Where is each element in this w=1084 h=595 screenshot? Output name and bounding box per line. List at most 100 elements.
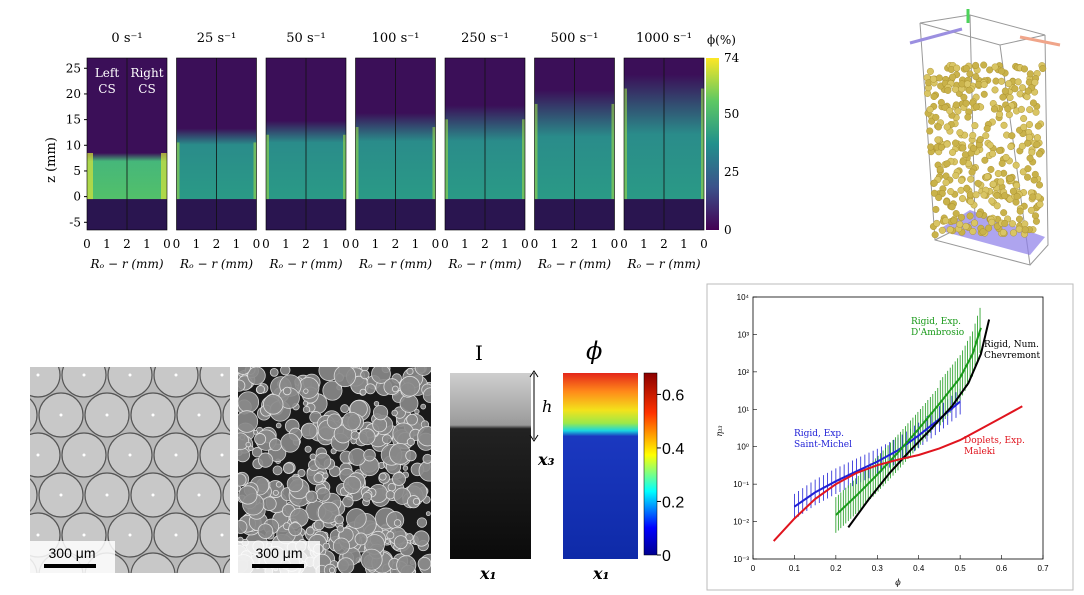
- sphere: [934, 136, 942, 144]
- particle-render: [909, 9, 1061, 266]
- sphere: [948, 203, 956, 211]
- sphere: [932, 113, 940, 121]
- sphere: [983, 125, 991, 133]
- droplet: [302, 405, 311, 414]
- droplet: [256, 385, 266, 394]
- r-tick-label: 2: [123, 237, 131, 251]
- x1-label-left: x₁: [479, 564, 497, 583]
- intensity-phi-panel: I ϕ h x₃ x₁ x₁ 0.6 0.4 0.2 0: [450, 337, 684, 583]
- droplet: [297, 468, 306, 478]
- r-tick-label: 2: [481, 237, 489, 251]
- rigid-particle: [176, 552, 222, 573]
- droplet: [360, 548, 383, 571]
- r-axis-label: Rₒ − r (mm): [268, 257, 342, 271]
- droplet: [405, 450, 417, 462]
- r-tick-label: 1: [551, 237, 559, 251]
- sphere: [931, 231, 939, 239]
- sphere: [943, 123, 951, 131]
- r-tick-label: 1: [640, 237, 648, 251]
- sphere: [930, 189, 938, 197]
- r-tick-label: 2: [392, 237, 400, 251]
- sphere: [967, 175, 975, 183]
- droplet: [386, 531, 395, 540]
- map-1: 25 s⁻¹0 1 2 1 0Rₒ − r (mm): [173, 31, 261, 271]
- sphere: [1006, 175, 1014, 183]
- sphere: [1009, 220, 1017, 228]
- z-tick-label: 10: [66, 138, 81, 152]
- droplet: [253, 429, 258, 435]
- droplet: [262, 394, 284, 415]
- droplet: [363, 448, 376, 462]
- sphere: [1029, 193, 1037, 201]
- droplet: [288, 522, 303, 537]
- sphere: [942, 179, 950, 187]
- droplet: [348, 448, 367, 466]
- sphere: [989, 150, 997, 158]
- x-tick-label: 0.6: [996, 564, 1008, 573]
- colorbar-tick: 74: [724, 51, 740, 65]
- sphere: [1010, 229, 1018, 237]
- x-tick-label: 0: [751, 564, 756, 573]
- rigid-particle: [61, 367, 107, 398]
- droplet: [425, 511, 431, 517]
- scale-bar: [252, 564, 304, 568]
- sphere: [962, 222, 970, 230]
- sphere: [938, 226, 946, 234]
- droplet: [346, 508, 367, 529]
- droplet: [422, 453, 431, 464]
- sphere: [980, 90, 988, 98]
- axis-arrow-blue: [909, 27, 963, 45]
- sphere: [1017, 105, 1025, 113]
- sphere: [930, 179, 938, 187]
- colorbar-tick: 25: [724, 165, 739, 179]
- droplet: [337, 557, 355, 573]
- rigid-particle: [199, 432, 230, 478]
- droplet: [305, 490, 318, 504]
- sphere: [926, 67, 934, 75]
- droplet: [238, 391, 260, 413]
- sphere: [1012, 198, 1020, 206]
- sphere: [972, 61, 980, 69]
- sphere: [943, 160, 951, 168]
- droplet: [304, 445, 312, 453]
- r-tick-label: 0: [352, 237, 360, 251]
- colorbar-tick: 0: [724, 223, 732, 237]
- series-line: [793, 400, 961, 508]
- droplet: [373, 400, 380, 407]
- droplet: [414, 367, 431, 376]
- map-2: 50 s⁻¹0 1 2 1 0Rₒ − r (mm): [262, 31, 350, 271]
- sphere: [1013, 181, 1021, 189]
- x-tick-label: 0.5: [955, 564, 967, 573]
- sphere: [1015, 215, 1023, 223]
- r-tick-label: 1: [591, 237, 599, 251]
- shear-rate-label: 100 s⁻¹: [372, 31, 420, 46]
- colorbar-ticks: 74 50 25 0: [724, 51, 740, 237]
- sphere: [1034, 122, 1042, 130]
- droplet: [245, 441, 251, 448]
- droplet: [342, 496, 354, 508]
- sphere: [951, 85, 959, 93]
- x-tick-label: 0.4: [913, 564, 925, 573]
- sphere: [962, 99, 970, 107]
- droplet: [360, 369, 370, 380]
- label-saint-michel-text: Rigid, Exp. Saint-Michel: [794, 429, 852, 450]
- sphere: [1001, 219, 1009, 227]
- sphere: [969, 131, 977, 139]
- phi-title: ϕ: [586, 337, 602, 365]
- droplet: [247, 367, 266, 385]
- droplet: [272, 489, 279, 496]
- droplet: [371, 367, 391, 384]
- rigid-particle: [107, 367, 153, 398]
- z-tick-label: 15: [66, 113, 81, 127]
- sphere: [975, 210, 983, 218]
- r-tick-label: 0: [432, 237, 440, 251]
- rigid-particle: [153, 367, 199, 398]
- sphere: [999, 93, 1007, 101]
- y-tick-label: 10³: [737, 330, 749, 339]
- droplet: [393, 535, 408, 550]
- sphere: [942, 217, 950, 225]
- sphere: [1033, 141, 1041, 149]
- sphere: [963, 184, 971, 192]
- wall-particles: [938, 210, 1045, 255]
